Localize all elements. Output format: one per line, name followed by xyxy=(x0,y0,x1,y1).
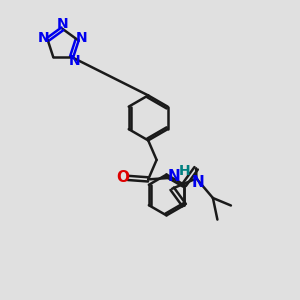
Text: N: N xyxy=(76,31,88,45)
Text: N: N xyxy=(37,31,49,45)
Text: N: N xyxy=(167,169,180,184)
Text: O: O xyxy=(116,170,130,185)
Text: N: N xyxy=(57,17,68,31)
Text: N: N xyxy=(68,54,80,68)
Text: H: H xyxy=(179,164,190,178)
Text: N: N xyxy=(191,176,204,190)
